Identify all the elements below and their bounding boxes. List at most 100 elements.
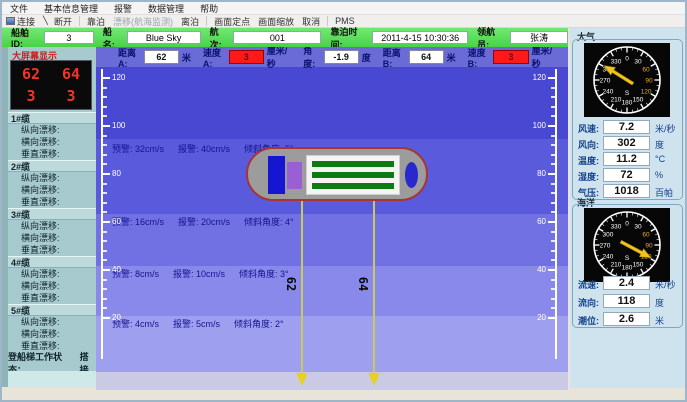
distance-a-unit: 米 xyxy=(181,52,191,63)
cable-group-5: 5#缆 纵向漂移: 横向漂移: 垂直漂移: xyxy=(8,304,96,352)
drift-longitudinal-label: 纵向漂移: xyxy=(21,317,60,327)
voyage-input[interactable] xyxy=(233,31,322,44)
drift-vertical-label: 垂直漂移: xyxy=(21,149,60,159)
compass-label: 90 xyxy=(645,242,653,249)
current-direction-gauge: 0306090120150180210240270300330S xyxy=(584,208,670,282)
compass-label: 150 xyxy=(633,96,644,103)
voyage-label: 航次: xyxy=(209,26,222,50)
ruler-tick-label: 80 xyxy=(537,169,546,178)
ship-name-input[interactable] xyxy=(126,31,201,44)
metrics-bar: 距离A: 62 米 速度A: 3 厘米/秒 角度: -1.9 度 距离B: 64… xyxy=(96,47,568,69)
environment-panel: 大气 0306090120150180210240270300330S 风速: … xyxy=(570,28,685,388)
ruler-tick-label: 40 xyxy=(537,265,546,274)
ocean-group-box xyxy=(572,204,683,328)
disconnect-icon: ╲ xyxy=(43,16,48,25)
ruler-tick-label: 60 xyxy=(112,217,121,226)
menu-item-basic-info[interactable]: 基本信息管理 xyxy=(44,3,99,14)
wind-speed-value: 7.2 xyxy=(603,120,650,134)
pilot-input[interactable] xyxy=(510,31,568,44)
compass-label: 240 xyxy=(603,88,614,95)
current-direction-value: 118 xyxy=(603,294,650,308)
measure-line-a-label: 62 xyxy=(284,276,299,292)
ship-diagram xyxy=(246,147,428,201)
ruler-tick-label: 120 xyxy=(112,73,126,82)
drift-vertical-label: 垂直漂移: xyxy=(21,245,60,255)
compass-label: 0 xyxy=(625,220,629,227)
berthing-button[interactable]: 靠泊 xyxy=(87,16,106,27)
connect-button[interactable]: 连接 xyxy=(2,15,39,27)
measure-line-b-label: 64 xyxy=(356,276,371,292)
drift-longitudinal-label: 纵向漂移: xyxy=(21,125,60,135)
chart-band xyxy=(96,316,568,372)
temperature-value: 11.2 xyxy=(603,152,650,166)
compass-label: 150 xyxy=(633,261,644,268)
compass-label: 330 xyxy=(611,58,622,65)
ship-id-input[interactable] xyxy=(43,31,94,44)
cable-group-3: 3#缆 纵向漂移: 横向漂移: 垂直漂移: xyxy=(8,208,96,256)
menu-item-data-mgmt[interactable]: 数据管理 xyxy=(148,3,185,14)
compass-south-label: S xyxy=(625,255,630,262)
compass-label: 270 xyxy=(600,242,611,249)
compass-south-label: S xyxy=(625,90,630,97)
wind-direction-gauge: 0306090120150180210240270300330S xyxy=(584,43,670,117)
menu-item-file[interactable]: 文件 xyxy=(10,3,29,14)
view-zoom-button[interactable]: 画面缩放 xyxy=(258,16,295,27)
drift-monitor-button: 漂移(航海监测) xyxy=(113,16,174,27)
drift-vertical-label: 垂直漂移: xyxy=(21,293,60,303)
tide-level-row: 潮位: 2.6 米 xyxy=(578,312,665,326)
ruler-tick-label: 20 xyxy=(112,313,121,322)
alarm-threshold-row: 预警: 16cm/s 报警: 20cm/s 倾斜角度: 4° xyxy=(112,217,294,227)
drift-lateral-label: 横向漂移: xyxy=(21,137,60,147)
toolbar-separator xyxy=(79,16,81,26)
compass-label: 90 xyxy=(645,77,653,84)
distance-ruler-left: 120 100 80 60 40 20 xyxy=(101,69,125,361)
ship-cargo-deck xyxy=(306,155,400,195)
drift-longitudinal-label: 纵向漂移: xyxy=(21,269,60,279)
ruler-tick-label: 60 xyxy=(537,217,546,226)
wind-speed-row: 风速: 7.2 米/秒 xyxy=(578,120,676,134)
wind-direction-row: 风向: 302 度 xyxy=(578,136,665,150)
unberthing-button[interactable]: 离泊 xyxy=(181,16,200,27)
drift-vertical-label: 垂直漂移: xyxy=(21,197,60,207)
pms-button[interactable]: PMS xyxy=(335,16,355,26)
ladder-status-value: 搭接 xyxy=(79,352,89,375)
chart-band xyxy=(96,67,568,139)
compass-label: 210 xyxy=(611,261,622,268)
measure-line-b xyxy=(373,201,375,373)
vessel-info-bar: 船舶ID: 船名: 航次: 靠泊时间: 领航员: xyxy=(2,27,568,50)
angle-label: 角度: xyxy=(303,47,316,69)
menu-item-alarm[interactable]: 报警 xyxy=(114,3,133,14)
drift-longitudinal-label: 纵向漂移: xyxy=(21,221,60,231)
compass-label: 0 xyxy=(625,55,629,62)
cancel-button[interactable]: 取消 xyxy=(302,16,321,27)
cable-group-title: 1#缆 xyxy=(8,112,96,124)
measure-arrow-b xyxy=(368,373,380,386)
drift-lateral-label: 横向漂移: xyxy=(21,281,60,291)
menu-bar: 文件 基本信息管理 报警 数据管理 帮助 xyxy=(2,2,685,15)
speed-b-label: 速度B: xyxy=(467,47,486,69)
humidity-row: 湿度: 72 % xyxy=(578,168,664,182)
speed-a-label: 速度A: xyxy=(202,47,221,69)
display-speed-b: 3 xyxy=(66,87,76,105)
ruler-tick-label: 80 xyxy=(112,169,121,178)
current-speed-row: 流速: 2.4 米/秒 xyxy=(578,276,676,290)
berth-time-input[interactable] xyxy=(372,31,469,44)
angle-value: -1.9 xyxy=(323,50,359,64)
disconnect-button[interactable]: ╲ 断开 xyxy=(43,16,73,27)
view-fix-button[interactable]: 画面定点 xyxy=(214,16,251,27)
connect-icon xyxy=(6,17,15,25)
toolbar-separator xyxy=(327,16,329,26)
berth-time-label: 靠泊时间: xyxy=(330,26,358,50)
menu-item-help[interactable]: 帮助 xyxy=(200,3,219,14)
compass-label: 300 xyxy=(603,231,614,238)
display-distance-b: 64 xyxy=(61,65,81,83)
cable-group-4: 4#缆 纵向漂移: 横向漂移: 垂直漂移: xyxy=(8,256,96,304)
ladder-status: 登船梯工作状态： 搭接 xyxy=(8,352,96,375)
distance-b-label: 距离B: xyxy=(382,47,401,69)
cable-group-title: 3#缆 xyxy=(8,208,96,220)
distance-a-value: 62 xyxy=(143,50,179,64)
cable-group-2: 2#缆 纵向漂移: 横向漂移: 垂直漂移: xyxy=(8,160,96,208)
speed-b-unit: 厘米/秒 xyxy=(531,47,553,69)
berthing-chart: 距离A: 62 米 速度A: 3 厘米/秒 角度: -1.9 度 距离B: 64… xyxy=(96,47,568,390)
